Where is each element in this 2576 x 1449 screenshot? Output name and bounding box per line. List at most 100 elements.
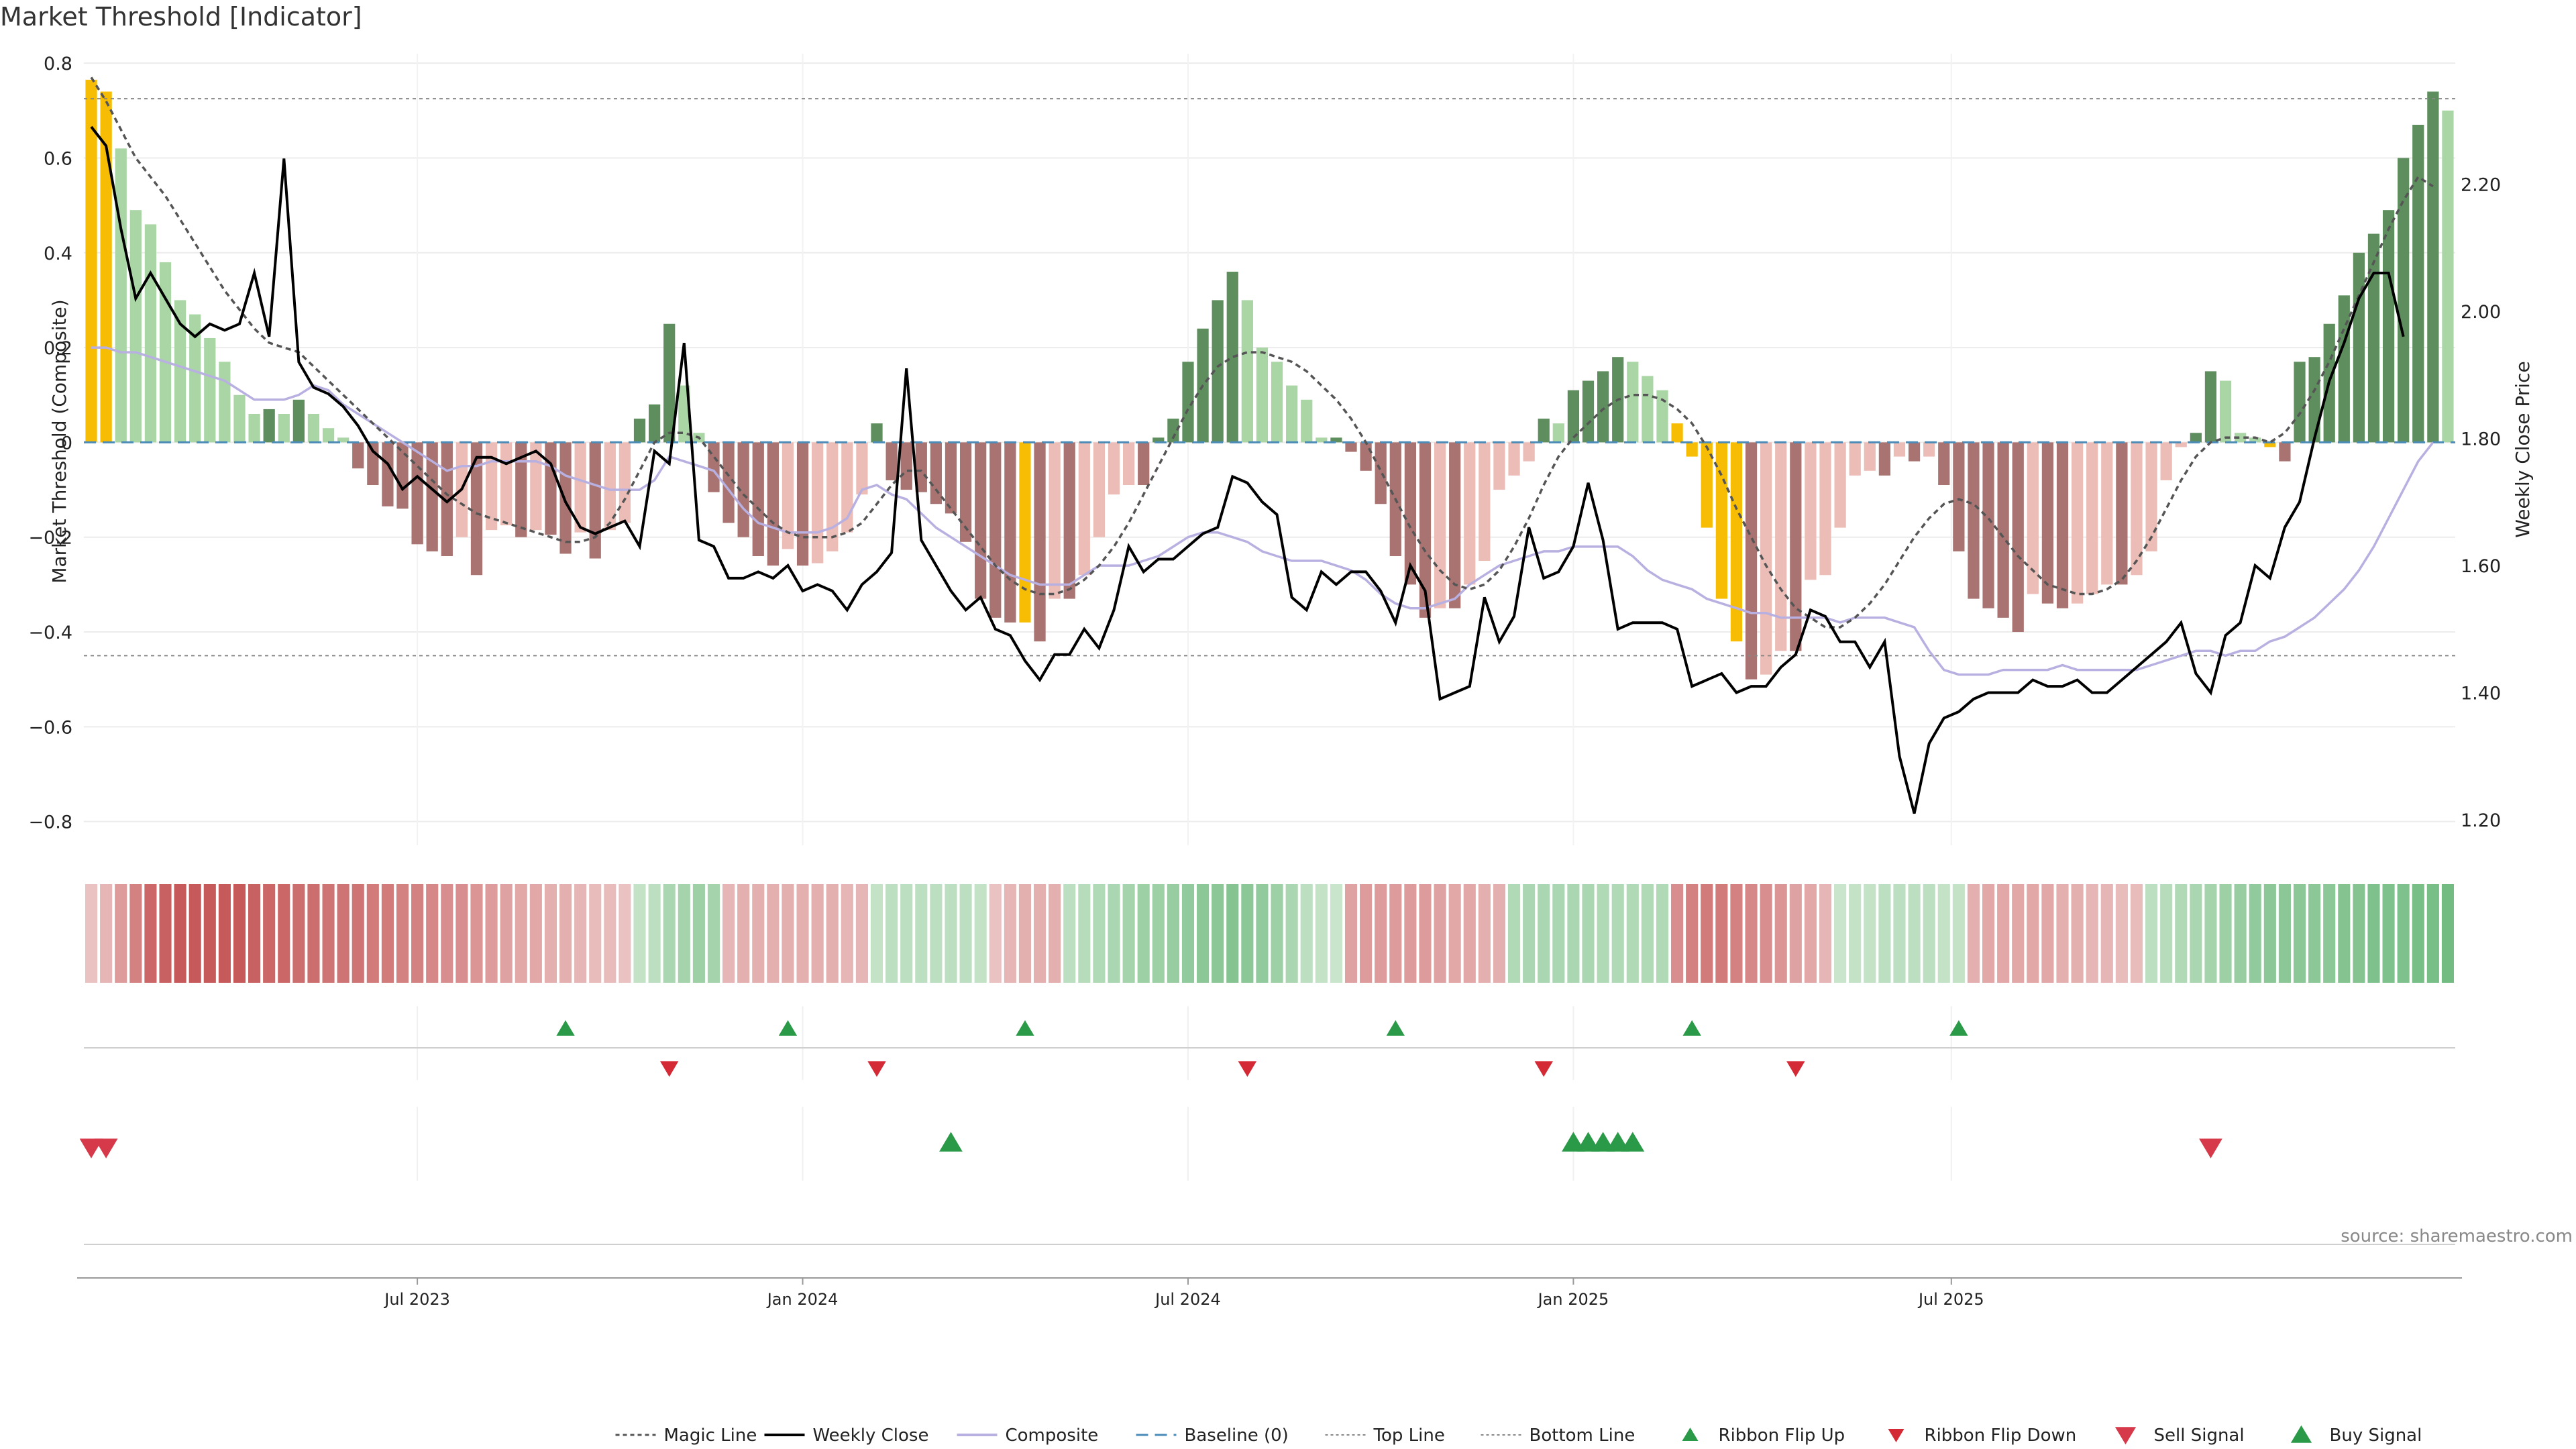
composite-bar [2412,124,2424,443]
y-tick-label-left: 0.8 [44,54,72,74]
ribbon-cell [2353,884,2365,983]
composite-bar [1552,423,1564,443]
composite-bar [1538,419,1550,443]
ribbon-cell [722,884,735,983]
ribbon-cell [100,884,113,983]
composite-bar [2353,252,2365,443]
legend-item: Top Line [1325,1426,1445,1446]
composite-bar [1226,272,1238,443]
ribbon-cell [796,884,809,983]
ribbon-cell [2190,884,2202,983]
composite-bar [1256,347,1269,443]
ribbon-cell [1256,884,1269,983]
composite-bar [2235,433,2247,443]
magic-line [90,76,2434,629]
ribbon-cell [1226,884,1239,983]
composite-bar [2294,362,2306,443]
y-axis-label-right: Weekly Close Price [2512,361,2534,537]
composite-bar [1271,362,1283,443]
ribbon-cell [559,884,572,983]
composite-bar [2041,442,2054,604]
ribbon-cell [1626,884,1639,983]
composite-bar [1508,442,1520,476]
sell-signal-marker [94,1138,118,1159]
x-tick-label: Jan 2024 [766,1290,839,1309]
legend-item: Ribbon Flip Up [1682,1426,1845,1446]
composite-bar [989,442,1002,618]
sell-signal-marker [2199,1138,2222,1159]
ribbon-cell [767,884,780,983]
ribbon-panel [85,884,2455,983]
ribbon-cell [2145,884,2158,983]
ribbon-cell [1804,884,1817,983]
composite-bar [1523,442,1535,462]
ribbon-cell [544,884,557,983]
composite-bar [174,300,186,443]
composite-bar [1434,442,1446,608]
composite-bar [1745,442,1758,680]
ribbon-flip-down-marker [1786,1061,1805,1077]
composite-bar [1419,442,1432,618]
composite-bar [248,414,260,443]
composite-bar [1671,423,1683,443]
composite-bar [915,442,927,492]
composite-bar [871,423,883,443]
ribbon-cell [2412,884,2424,983]
composite-bar [307,414,320,443]
ribbon-cell [1538,884,1550,983]
composite-bar [530,442,542,531]
ribbon-flip-down-marker [1534,1061,1553,1077]
ribbon-cell [1271,884,1283,983]
composite-bar [2012,442,2024,633]
ribbon-cell [1344,884,1358,983]
ribbon-cell [1419,884,1432,983]
composite-bar [856,442,868,495]
ribbon-cell [1567,884,1580,983]
ribbon-cell [1582,884,1595,983]
ribbon-cell [1908,884,1921,983]
composite-bar [1034,442,1046,642]
ribbon-cell [1167,884,1179,983]
composite-bar [352,442,364,469]
composite-bar [1316,437,1328,443]
ribbon-flip-up-marker [1949,1020,1968,1036]
ribbon-cell [930,884,943,983]
chart-title: Market Threshold [Indicator] [0,2,362,32]
ribbon-cell [1745,884,1758,983]
y-tick-label-right: 2.00 [2461,302,2501,323]
composite-bar [1819,442,1831,576]
y-tick-label-left: −0.6 [28,717,72,738]
ribbon-cell [366,884,379,983]
ribbon-cell [1018,884,1032,983]
ribbon-cell [144,884,157,983]
ribbon-cell [322,884,335,983]
x-tick-label: Jul 2024 [1154,1290,1221,1309]
composite-bar [633,419,646,443]
composite-bar [975,442,987,599]
source-note: source: sharemaestro.com [2341,1226,2573,1246]
ribbon-cell [1686,884,1699,983]
ribbon-flip-up-marker [778,1020,798,1036]
composite-bar [737,442,749,537]
composite-bar [1301,399,1313,443]
ribbon-cell [707,884,720,983]
ribbon-cell [396,884,409,983]
composite-bar [204,337,216,443]
ribbon-cell [500,884,513,983]
composite-bar [1982,442,1994,608]
legend-label: Composite [1006,1426,1099,1446]
ribbon-cell [1849,884,1862,983]
ribbon-cell [959,884,972,983]
ribbon-cell [2071,884,2084,983]
signal-panels [79,1006,2455,1245]
composite-bar [1893,442,1906,457]
ribbon-cell [1641,884,1654,983]
composite-bar [2116,442,2128,585]
composite-bar [959,442,972,542]
legend-item: Baseline (0) [1136,1426,1289,1446]
composite-bar [292,399,305,443]
ribbon-cell [2027,884,2039,983]
ribbon-cell [1434,884,1446,983]
composite-bar [263,409,275,443]
composite-bar [1212,300,1224,443]
